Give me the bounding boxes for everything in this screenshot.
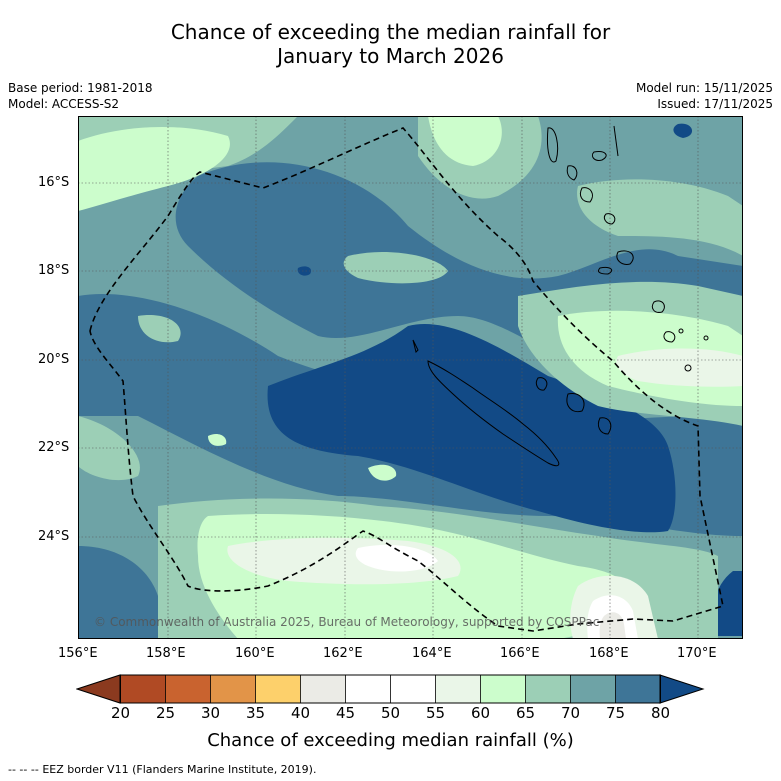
colorbar-cell-40-45 <box>300 675 346 703</box>
walpole-island <box>663 331 676 343</box>
copyright-watermark: © Commonwealth of Australia 2025, Bureau… <box>94 615 599 629</box>
espiritu-santo-island <box>547 127 559 163</box>
lon-tick-162E: 162°E <box>323 646 363 661</box>
contour-55-60-e <box>616 348 743 387</box>
colorbar-tick-70: 70 <box>560 704 581 722</box>
contour-65-70-w <box>78 416 140 481</box>
colorbar-tick-25: 25 <box>155 704 176 722</box>
contour-65-70-mid <box>343 251 448 284</box>
contour-40-45-se <box>599 612 626 639</box>
belep-islands <box>412 339 419 353</box>
lat-tick-22S: 22°S <box>38 440 70 455</box>
tanna-island <box>597 267 613 275</box>
contour-above-80-spot <box>297 266 312 276</box>
colorbar-cell-55-60 <box>435 675 481 703</box>
contour-above-80-core <box>267 324 676 533</box>
map-title-line1: Chance of exceeding the median rainfall … <box>170 20 611 44</box>
contour-60-65-nw <box>78 126 230 211</box>
base-period-label: Base period: 1981-2018 <box>8 81 153 95</box>
eez-legend-text: EEZ border V11 (Flanders Marine Institut… <box>42 763 317 776</box>
colorbar-cell-60-65 <box>480 675 526 703</box>
colorbar-tick-35: 35 <box>245 704 266 722</box>
colorbar-title: Chance of exceeding median rainfall (%) <box>207 730 574 751</box>
colorbar-tick-55: 55 <box>425 704 446 722</box>
graticule <box>78 116 743 639</box>
contour-75-80-sw <box>78 546 158 639</box>
colorbar-cell-50-55 <box>390 675 436 703</box>
colorbar-tick-40: 40 <box>290 704 311 722</box>
colorbar-cell-65-70 <box>525 675 571 703</box>
contour-60-65-spot <box>368 464 397 481</box>
contour-above-80-se <box>713 571 743 636</box>
islet <box>678 328 684 334</box>
lon-tick-170E: 170°E <box>677 646 717 661</box>
colorbar-cell-75-80 <box>615 675 661 703</box>
epi-island <box>579 187 593 203</box>
contour-60-65-n <box>428 116 502 166</box>
colorbar-tick-30: 30 <box>200 704 221 722</box>
eez-border <box>89 127 724 632</box>
colorbar <box>76 674 705 704</box>
mare-island <box>597 417 612 435</box>
issued-label: Issued: 17/11/2025 <box>657 97 773 111</box>
model-label: Model: ACCESS-S2 <box>8 97 120 111</box>
lon-tick-164E: 164°E <box>412 646 452 661</box>
colorbar-cell-20-25 <box>120 675 166 703</box>
colorbar-tick-75: 75 <box>605 704 626 722</box>
new-caledonia-island <box>427 360 560 467</box>
lon-tick-160E: 160°E <box>235 646 275 661</box>
colorbar-tick-50: 50 <box>380 704 401 722</box>
eez-legend: -- -- -- EEZ border V11 (Flanders Marine… <box>8 763 316 776</box>
erromango-island <box>616 250 634 265</box>
contour-65-70-ne <box>577 179 743 256</box>
lat-tick-24S: 24°S <box>38 529 70 544</box>
colorbar-cell-35-40 <box>255 675 301 703</box>
islet <box>703 335 709 341</box>
efate-island <box>603 213 616 225</box>
ambae-island <box>591 151 607 161</box>
contour-60-65-spot2 <box>208 433 227 446</box>
lat-tick-18S: 18°S <box>38 263 70 278</box>
lat-tick-20S: 20°S <box>38 352 70 367</box>
contour-65-70-w2 <box>138 315 181 343</box>
colorbar-extend-low <box>77 675 121 703</box>
colorbar-cell-70-75 <box>570 675 616 703</box>
lat-tick-16S: 16°S <box>38 175 70 190</box>
map-frame <box>78 116 743 639</box>
lon-tick-168E: 168°E <box>589 646 629 661</box>
pentecost-island <box>613 125 619 157</box>
colorbar-tick-45: 45 <box>335 704 356 722</box>
colorbar-tick-60: 60 <box>470 704 491 722</box>
colorbar-tick-80: 80 <box>650 704 671 722</box>
colorbar-tick-20: 20 <box>110 704 131 722</box>
malakula-island <box>566 165 578 181</box>
colorbar-cell-30-35 <box>210 675 256 703</box>
lifou-island <box>566 392 585 413</box>
aneityum-island <box>651 300 665 313</box>
lon-tick-156E: 156°E <box>58 646 98 661</box>
contour-above-80-ne <box>673 123 693 138</box>
map-title-line2: January to March 2026 <box>277 44 504 68</box>
ouvea-island <box>535 377 548 391</box>
contour-50-55-s <box>355 544 438 572</box>
colorbar-tick-labels: 20 25 30 35 40 45 50 55 60 65 70 75 80 <box>76 704 706 728</box>
colorbar-tick-65: 65 <box>515 704 536 722</box>
model-run-label: Model run: 15/11/2025 <box>635 81 773 95</box>
colorbar-cell-45-50 <box>345 675 391 703</box>
lon-tick-158E: 158°E <box>146 646 186 661</box>
colorbar-extend-high <box>660 675 703 703</box>
rainfall-probability-map: © Commonwealth of Australia 2025, Bureau… <box>78 116 743 639</box>
colorbar-cell-25-30 <box>165 675 211 703</box>
islet <box>684 364 692 372</box>
eez-legend-symbol: -- -- -- <box>8 763 39 776</box>
lon-tick-166E: 166°E <box>500 646 540 661</box>
